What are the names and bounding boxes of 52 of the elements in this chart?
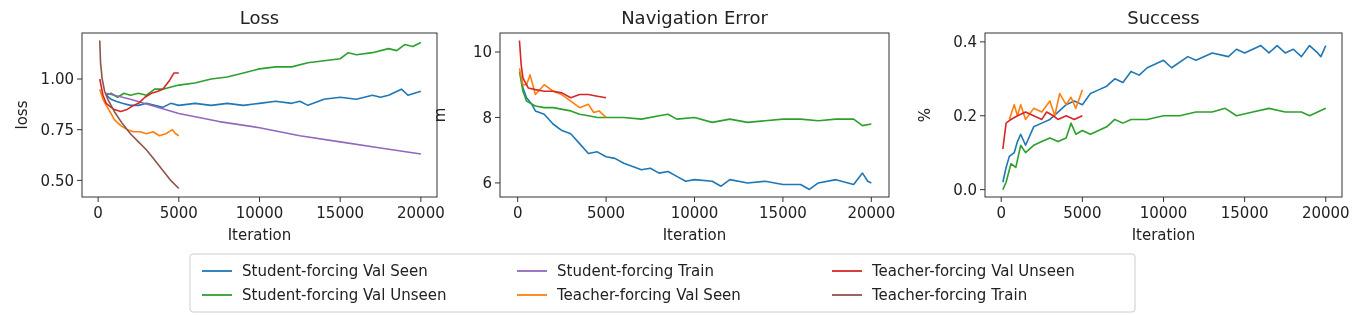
y-tick-label: 1.00 <box>40 70 74 89</box>
chart-title: Navigation Error <box>621 7 769 28</box>
x-tick-label: 0 <box>996 204 1006 222</box>
x-tick-label: 20000 <box>1301 204 1350 222</box>
line-series <box>1002 44 1327 184</box>
line-series <box>98 88 180 137</box>
line-series <box>1002 111 1084 150</box>
x-tick-label: 15000 <box>1220 204 1269 222</box>
y-tick-label: 6 <box>482 174 492 193</box>
y-axis-title: % <box>916 107 934 123</box>
x-tick-label: 10000 <box>1139 204 1188 222</box>
y-tick-label: 10 <box>472 43 492 62</box>
legend-label: Teacher-forcing Train <box>871 286 1028 305</box>
y-tick-label: 0.50 <box>40 171 74 190</box>
line-series <box>98 39 180 190</box>
x-tick-label: 15000 <box>759 204 807 222</box>
line-series <box>1008 89 1084 121</box>
x-tick-label: 5000 <box>1063 204 1102 222</box>
x-tick-label: 20000 <box>847 204 896 222</box>
x-tick-label: 0 <box>93 204 103 222</box>
y-tick-label: 0.0 <box>953 180 977 199</box>
x-axis-title: Iteration <box>662 226 727 244</box>
y-tick-label: 8 <box>482 108 492 127</box>
x-axis-title: Iteration <box>1131 226 1196 244</box>
line-series <box>105 41 422 99</box>
line-series <box>98 72 180 113</box>
chart-title: Loss <box>239 7 280 28</box>
x-tick-label: 5000 <box>159 204 198 222</box>
x-tick-label: 15000 <box>316 204 365 222</box>
legend-label: Teacher-forcing Val Unseen <box>871 262 1075 281</box>
x-tick-label: 10000 <box>670 204 719 222</box>
line-series <box>105 92 422 155</box>
x-tick-label: 20000 <box>397 204 445 222</box>
y-axis-title: loss <box>13 100 31 130</box>
y-tick-label: 0.2 <box>953 106 977 125</box>
line-series <box>518 39 607 99</box>
y-tick-label: 0.75 <box>40 120 74 139</box>
line-series <box>518 70 873 127</box>
y-axis-title: m <box>431 107 449 123</box>
line-series <box>518 67 607 119</box>
y-tick-label: 0.4 <box>953 33 977 52</box>
line-series <box>105 88 422 109</box>
legend-label: Student-forcing Val Seen <box>242 262 428 281</box>
line-series <box>1002 107 1327 191</box>
x-tick-label: 5000 <box>587 204 626 222</box>
x-axis-title: Iteration <box>227 226 292 244</box>
x-tick-label: 10000 <box>235 204 284 222</box>
legend-label: Student-forcing Train <box>557 262 714 281</box>
chart-title: Success <box>1127 7 1200 28</box>
x-tick-label: 0 <box>512 204 523 222</box>
legend-label: Teacher-forcing Val Seen <box>556 286 741 305</box>
legend-label: Student-forcing Val Unseen <box>242 286 447 305</box>
